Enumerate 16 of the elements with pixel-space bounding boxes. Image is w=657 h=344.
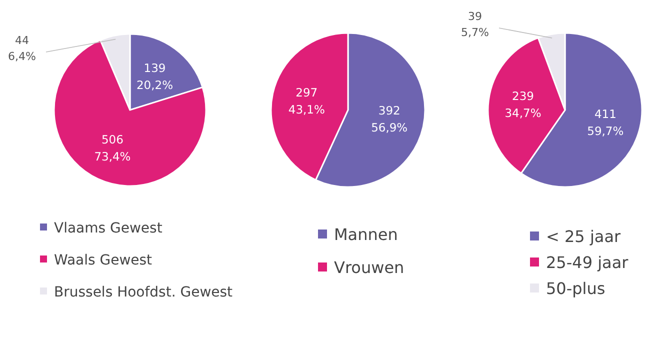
data-label: 39 5,7% [461, 10, 489, 39]
data-label: 297 43,1% [288, 85, 325, 116]
legend-label: Waals Gewest [54, 252, 153, 268]
data-label: 239 34,7% [504, 89, 542, 120]
legend-label: 50-plus [546, 279, 606, 298]
legend-label: Brussels Hoofdst. Gewest [54, 284, 234, 300]
legend-label: 25-49 jaar [546, 253, 629, 272]
data-label: 139 20,2% [136, 60, 174, 92]
legend-label: Vrouwen [334, 258, 404, 278]
data-label: 44 6,4% [8, 34, 36, 63]
legend-label: Vlaams Gewest [54, 220, 163, 236]
data-label: 392 56,9% [371, 104, 408, 135]
legend-label: Mannen [334, 225, 398, 244]
data-label: 506 73,4% [94, 132, 131, 164]
legend-label: < 25 jaar [546, 227, 621, 246]
data-label: 411 59,7% [587, 107, 624, 138]
